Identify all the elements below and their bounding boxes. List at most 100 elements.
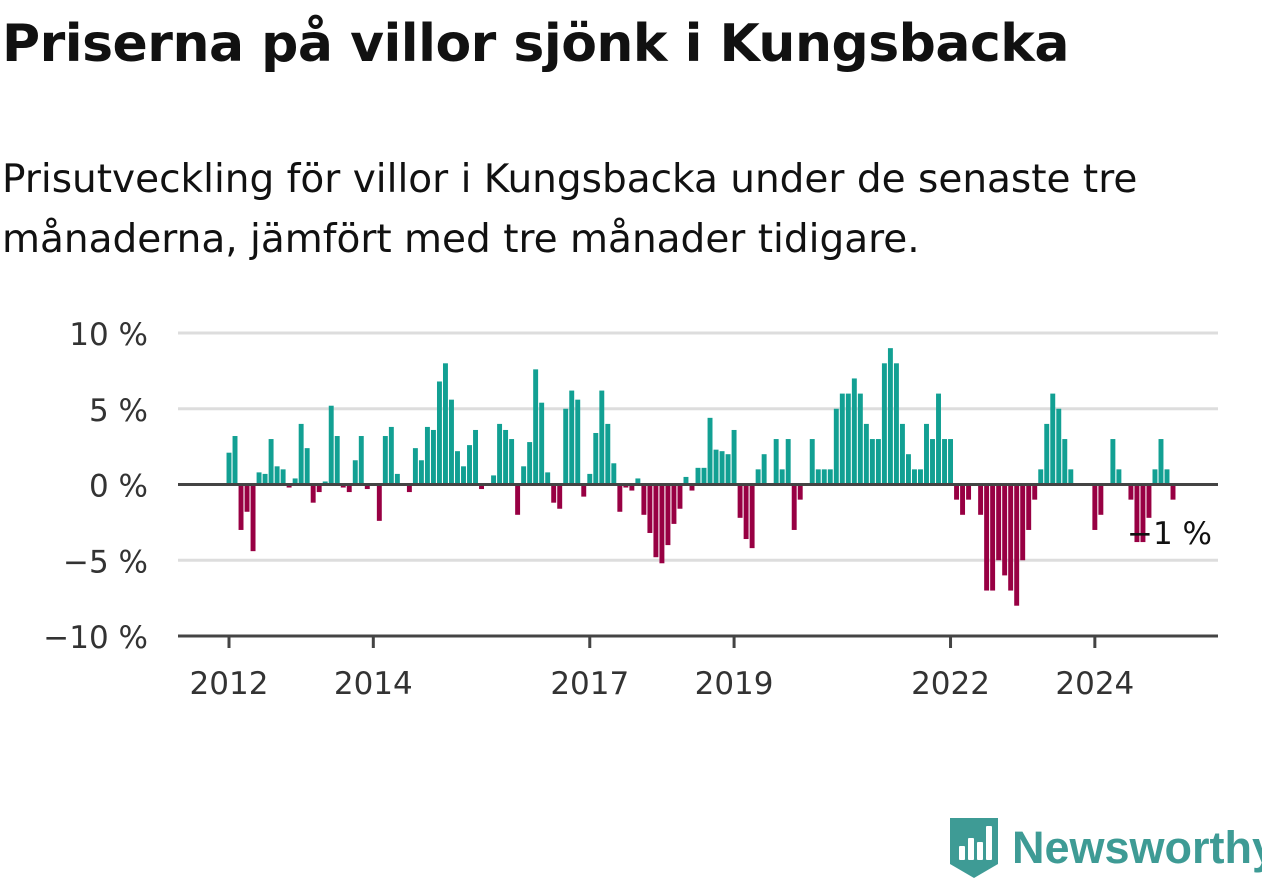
- bar: [491, 475, 497, 485]
- bar: [575, 399, 581, 485]
- bar: [280, 469, 286, 485]
- bar: [412, 448, 418, 485]
- bar: [677, 484, 683, 509]
- bar: [984, 484, 990, 591]
- y-axis-labels: 10 % 5 % 0 % −5 % −10 %: [43, 317, 148, 656]
- bar: [857, 393, 863, 485]
- bar: [1026, 484, 1032, 530]
- bar: [557, 484, 563, 509]
- bar: [1164, 469, 1170, 485]
- bar: [779, 469, 785, 485]
- bar: [1014, 484, 1020, 606]
- bar: [328, 405, 334, 485]
- bar: [611, 463, 617, 485]
- x-tick-label: 2014: [334, 666, 413, 702]
- bar: [364, 484, 370, 490]
- x-tick-label: 2012: [190, 666, 269, 702]
- bar: [1110, 439, 1116, 485]
- bar: [358, 436, 364, 485]
- bar: [424, 426, 430, 485]
- bar: [1170, 484, 1176, 500]
- bar: [948, 439, 954, 485]
- bar: [473, 429, 478, 485]
- bar: [232, 436, 238, 485]
- bar: [334, 436, 340, 485]
- bar: [605, 423, 611, 485]
- y-tick-label: 0 %: [89, 469, 148, 505]
- bar: [1038, 469, 1044, 485]
- bar: [262, 473, 268, 485]
- newsworthy-logo: Newsworthy: [950, 818, 1262, 878]
- bar: [244, 484, 250, 512]
- bar: [238, 484, 244, 530]
- bar: [1098, 484, 1104, 515]
- bar: [773, 439, 779, 485]
- bar: [316, 484, 322, 493]
- bar: [659, 484, 665, 564]
- bar: [340, 484, 346, 488]
- bar: [298, 423, 304, 485]
- bar: [394, 473, 400, 485]
- bar: [911, 469, 917, 485]
- bar: [713, 449, 719, 485]
- bar: [1002, 484, 1008, 576]
- last-value-annotation: −1 %: [1127, 516, 1212, 552]
- bar: [809, 439, 815, 485]
- bar: [635, 478, 641, 485]
- bar: [689, 484, 695, 491]
- bar: [653, 484, 659, 558]
- y-tick-label: 5 %: [89, 393, 148, 429]
- bar: [268, 439, 274, 485]
- bar: [352, 460, 358, 485]
- bar: [569, 390, 575, 485]
- bar: [599, 390, 605, 485]
- bar: [250, 484, 256, 552]
- bar: [256, 472, 262, 485]
- bar: [286, 484, 292, 488]
- bar: [545, 472, 551, 485]
- bar: [893, 363, 899, 485]
- bar: [581, 484, 587, 497]
- bar: [839, 393, 845, 485]
- bar: [918, 469, 923, 485]
- bar: [1044, 423, 1050, 485]
- bar: [449, 399, 454, 485]
- bar: [623, 484, 629, 488]
- bar: [966, 484, 972, 500]
- bar: [1020, 484, 1026, 561]
- bar: [671, 484, 677, 524]
- bar: [701, 467, 707, 485]
- bar: [978, 484, 984, 515]
- bar: [430, 429, 436, 485]
- bar: [1140, 484, 1146, 543]
- bar: [382, 436, 388, 485]
- bar: [1032, 484, 1038, 500]
- bar: [827, 469, 833, 485]
- bar: [996, 484, 1002, 561]
- bar: [707, 417, 713, 485]
- bar: [785, 439, 791, 485]
- bar: [563, 408, 569, 485]
- bar: [539, 402, 545, 485]
- bar: [1116, 469, 1122, 485]
- bar: [731, 429, 737, 485]
- bar: [1152, 469, 1158, 485]
- bar: [942, 439, 947, 485]
- bar: [1134, 484, 1140, 543]
- bar: [527, 442, 533, 485]
- bar: [467, 445, 472, 485]
- bar: [761, 454, 767, 485]
- bar: [515, 484, 521, 515]
- bar: [695, 467, 701, 485]
- bar: [743, 484, 749, 540]
- bar: [936, 393, 941, 485]
- bar: [954, 484, 960, 500]
- bar: [617, 484, 623, 512]
- bar: [641, 484, 647, 515]
- bar: [442, 363, 448, 485]
- bar: [1158, 439, 1164, 485]
- x-tick-label: 2017: [550, 666, 629, 702]
- bar: [881, 363, 887, 485]
- bar: [274, 466, 280, 485]
- bar: [960, 484, 966, 515]
